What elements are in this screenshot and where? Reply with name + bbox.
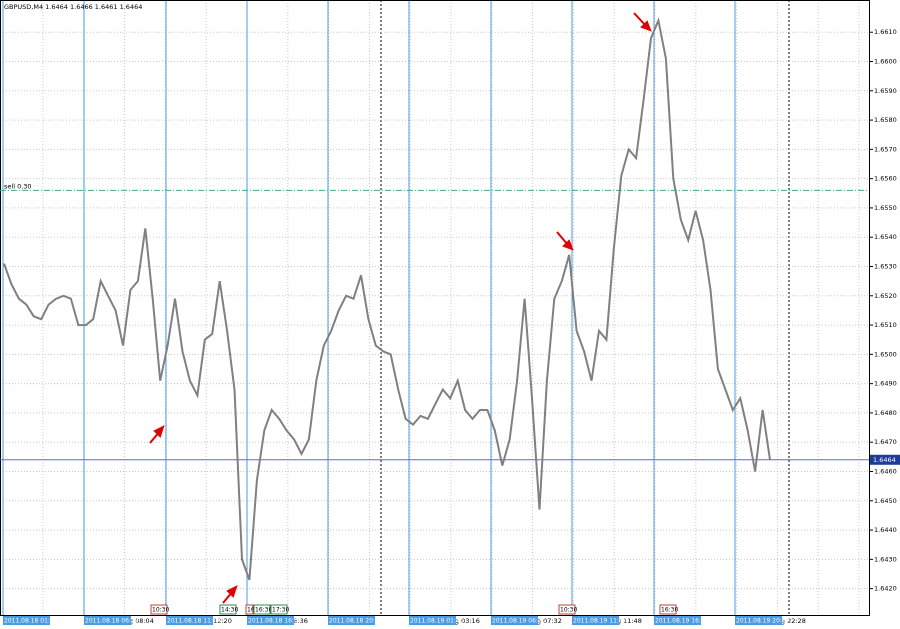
y-tick-label: 1.6530	[874, 263, 897, 271]
current-price-box	[870, 454, 900, 465]
y-tick-label: 1.6590	[874, 87, 897, 95]
y-tick-label: 1.6570	[874, 145, 897, 153]
grid	[0, 0, 869, 615]
event-tag-bg	[84, 616, 131, 625]
event-marker-bg	[253, 604, 271, 615]
current-price-label: 1.6464	[873, 456, 896, 464]
y-tick-label: 1.6540	[874, 233, 897, 241]
event-marker: 16:30	[255, 607, 272, 614]
y-tick-label: 1.6420	[874, 585, 897, 593]
event-tag-bg	[3, 616, 50, 625]
event-tag: 2011.08.19 01:40	[410, 618, 464, 625]
y-tick-label: 1.6450	[874, 497, 897, 505]
event-marker: 16:30	[661, 607, 678, 614]
event-tag: 2011.08.19 11:00	[573, 618, 627, 625]
y-tick-label: 1.6460	[874, 468, 897, 476]
event-tag: 2011.08.18 11:00	[167, 618, 221, 625]
event-marker-bg	[219, 604, 237, 615]
event-tag: 2011.08.18 16:04	[248, 618, 302, 625]
y-tick-label: 1.6440	[874, 526, 897, 534]
event-tag-bg	[247, 616, 294, 625]
event-marker: 10:30	[152, 607, 169, 614]
arrows	[149, 12, 652, 604]
x-tick-label: 19 Aug 22:28	[762, 617, 806, 625]
y-tick-label: 1.6520	[874, 292, 897, 300]
chart-title: GBPUSD,M4 1.6464 1.6466 1.6461 1.6464	[4, 3, 142, 11]
event-tag-bg	[409, 616, 456, 625]
event-tag-bg	[328, 616, 375, 625]
event-tag-bg	[166, 616, 213, 625]
x-tick-label: 19 Aug 03:16	[436, 617, 480, 625]
x-tick-label: 19 Aug 11:48	[598, 617, 642, 625]
plot-frame	[0, 0, 870, 616]
event-tag-bg	[735, 616, 782, 625]
event-marker-bg	[270, 604, 288, 615]
y-tick-label: 1.6510	[874, 321, 897, 329]
event-marker-bg	[150, 604, 168, 615]
event-marker: 17:30	[272, 607, 289, 614]
y-tick-label: 1.6550	[874, 204, 897, 212]
y-tick-label: 1.6480	[874, 409, 897, 417]
event-marker: 10:30	[560, 607, 577, 614]
event-tag-bg	[491, 616, 538, 625]
y-tick-label: 1.6610	[874, 28, 897, 36]
event-tag: 2011.08.18 20:52	[329, 618, 383, 625]
order-label: sell 0.30	[4, 182, 32, 190]
y-tick-label: 1.6470	[874, 438, 897, 446]
event-tag-bg	[654, 616, 701, 625]
event-tag: 2011.08.19 06:20	[492, 618, 546, 625]
y-tick-label: 1.6600	[874, 58, 897, 66]
event-tag: 2011.08.19 20:52	[736, 618, 790, 625]
y-tick-label: 1.6500	[874, 350, 897, 358]
event-tag-bg	[572, 616, 619, 625]
event-marker: 14:30	[221, 607, 238, 614]
x-tick-label: 18 Aug 08:04	[110, 617, 154, 625]
event-marker-bg	[245, 604, 254, 615]
event-tag: 2011.08.19 16:04	[655, 618, 709, 625]
y-tick-label: 1.6560	[874, 175, 897, 183]
event-tag: 2011.08.18 06:20	[85, 618, 139, 625]
price-line	[3, 17, 771, 581]
event-tag: 2011.08.18 01:40	[4, 618, 58, 625]
event-marker-bg	[659, 604, 677, 615]
y-tick-label: 1.6580	[874, 116, 897, 124]
y-tick-label: 1.6430	[874, 555, 897, 563]
event-marker-bg	[558, 604, 576, 615]
y-tick-label: 1.6490	[874, 380, 897, 388]
event-marker: 16	[247, 607, 255, 614]
x-tick-label: 19 Aug 07:32	[518, 617, 562, 625]
